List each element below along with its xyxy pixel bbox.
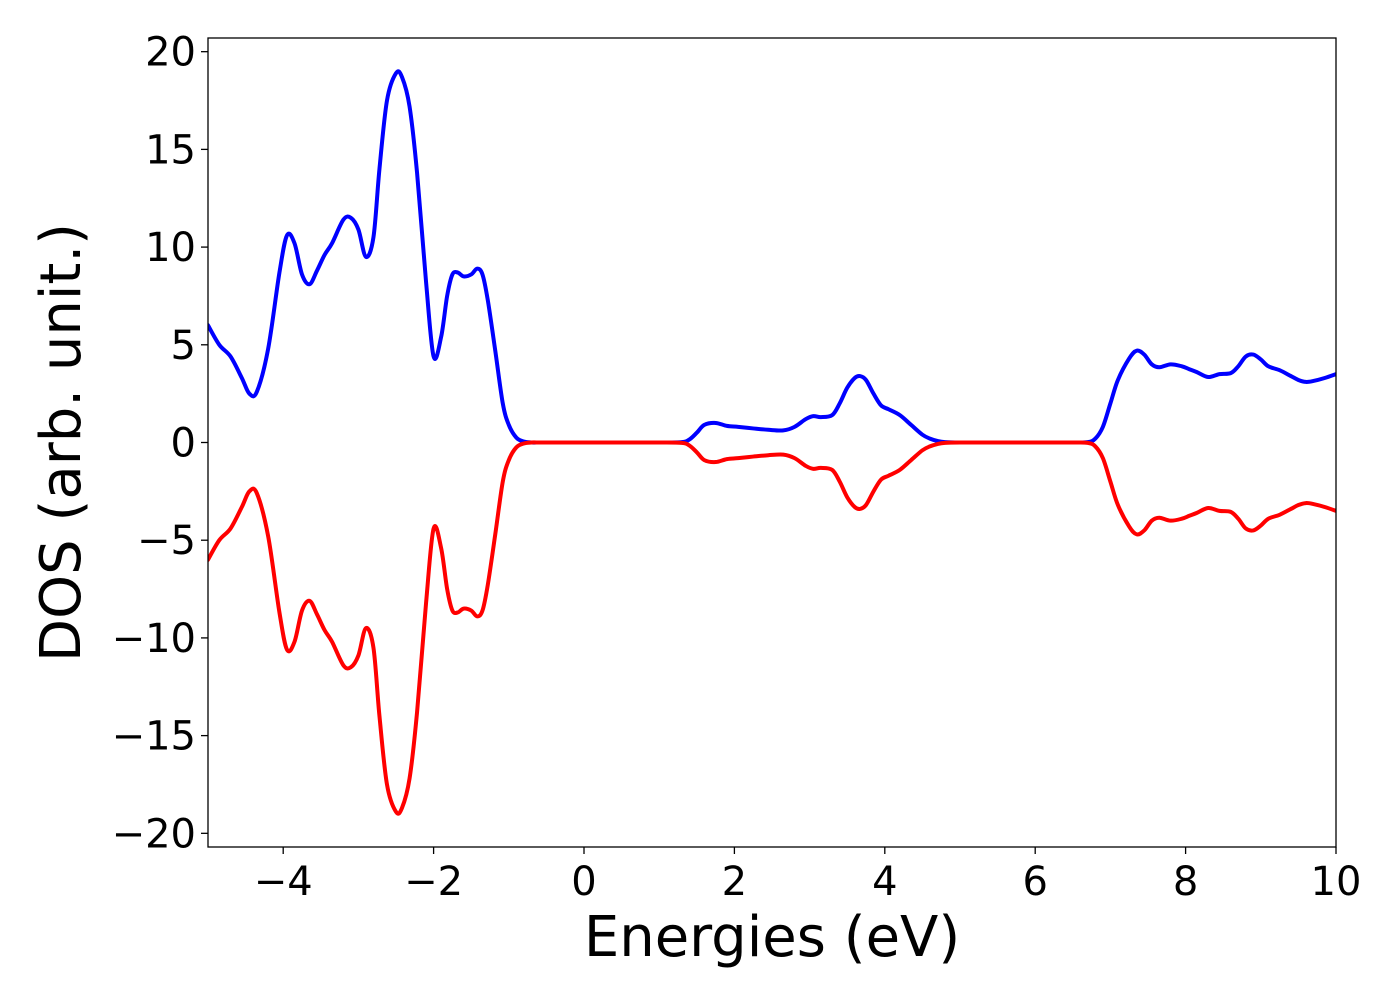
y-tick-label: −5 [137, 518, 196, 564]
plot-frame [207, 37, 1337, 848]
x-tick-label: 0 [571, 859, 596, 905]
series-layer [208, 69, 1336, 816]
y-tick-label: −10 [112, 616, 196, 662]
x-tick-label: 10 [1311, 859, 1362, 905]
spin-up-line [208, 69, 1336, 445]
y-tick-label: 5 [171, 323, 196, 369]
x-tick-label: 6 [1022, 859, 1047, 905]
y-tick-label: 10 [145, 225, 196, 271]
y-tick-label: 15 [145, 127, 196, 173]
y-tick-label: 0 [171, 421, 196, 467]
y-axis-label: DOS (arb. unit.) [29, 223, 94, 662]
y-tick-label: −20 [112, 811, 196, 857]
x-tick-label: −2 [404, 859, 463, 905]
x-axis-label: Energies (eV) [584, 905, 960, 970]
y-tick-label: −15 [112, 714, 196, 760]
x-tick-label: 2 [722, 859, 747, 905]
spin-down-line [208, 440, 1336, 816]
x-tick-label: −4 [254, 859, 313, 905]
y-tick-label: 20 [145, 30, 196, 76]
x-tick-label: 8 [1173, 859, 1198, 905]
x-tick-label: 4 [872, 859, 897, 905]
